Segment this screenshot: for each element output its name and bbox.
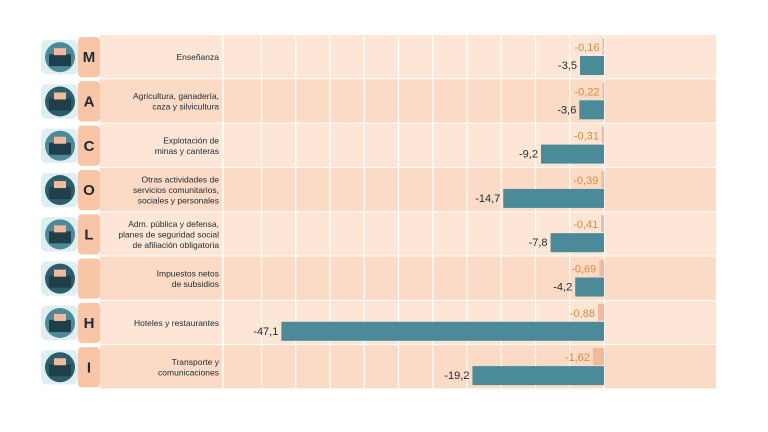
data-label-top: -0,39 xyxy=(573,175,598,187)
data-label-top: -0,88 xyxy=(570,308,595,320)
category-label: caza y silvicultura xyxy=(152,102,219,112)
sector-letter-box xyxy=(78,37,100,78)
chart-row: M Enseñanza -0,16 -3,5 xyxy=(41,37,604,78)
category-label: Transporte y xyxy=(172,357,220,367)
category-label: de afiliación obligatoria xyxy=(133,240,220,250)
data-label-bottom: -19,2 xyxy=(444,370,469,382)
bar-bottom xyxy=(575,277,604,297)
category-label: Explotación de xyxy=(163,136,219,146)
data-label-bottom: -3,5 xyxy=(558,60,577,72)
chart-rows: M Enseñanza -0,16 -3,5 A Agricultura, ganader… xyxy=(41,37,604,388)
sector-letter-box xyxy=(78,125,100,166)
category-label: Enseñanza xyxy=(176,52,219,62)
bar-bottom xyxy=(281,321,604,341)
data-label-bottom: -7,8 xyxy=(529,237,548,249)
farmer-icon xyxy=(41,84,78,119)
oil-pump-icon xyxy=(41,128,78,163)
hotel-icon xyxy=(41,305,78,341)
data-label-bottom: -14,7 xyxy=(475,193,500,205)
row-background xyxy=(100,79,716,123)
bar-top xyxy=(597,303,604,321)
sector-letter-box xyxy=(78,347,100,388)
sector-letter: O xyxy=(83,182,95,199)
data-label-bottom: -47,1 xyxy=(253,326,278,338)
row-background xyxy=(100,167,716,212)
bar-top xyxy=(602,82,604,100)
capitol-icon xyxy=(41,217,78,252)
category-label: Hoteles y restaurantes xyxy=(134,318,219,328)
bar-bottom xyxy=(503,188,604,208)
category-label: minas y canteras xyxy=(155,146,219,156)
sector-letter-box xyxy=(78,302,100,344)
category-label: de subsidios xyxy=(172,279,219,289)
chart-row: H Hoteles y restaurantes -0,88 -47,1 xyxy=(41,302,604,344)
row-background xyxy=(100,35,716,79)
sector-letter-box xyxy=(78,169,100,211)
data-label-top: -1,62 xyxy=(565,352,590,364)
data-label-bottom: -3,6 xyxy=(557,104,576,116)
category-label: sociales y personales xyxy=(138,196,219,206)
bar-top xyxy=(601,215,604,233)
bar-top xyxy=(601,170,604,188)
bar-bottom xyxy=(579,100,604,120)
row-background xyxy=(100,256,716,300)
sector-letter: I xyxy=(87,359,91,376)
community-services-icon xyxy=(41,172,78,208)
data-label-top: -0,22 xyxy=(574,86,599,98)
category-label: comunicaciones xyxy=(158,368,219,378)
sector-letter: H xyxy=(84,315,95,332)
data-label-top: -0,41 xyxy=(573,219,598,231)
data-label-top: -0,31 xyxy=(574,131,599,143)
bar-bottom xyxy=(580,56,604,75)
chart-row: A Agricultura, ganadería,caza y silvicult… xyxy=(41,81,604,122)
data-label-top: -0,69 xyxy=(571,264,596,276)
category-label: Agricultura, ganadería, xyxy=(133,91,219,101)
chart-row: L Adm. pública y defensa,planes de seguri… xyxy=(41,214,604,255)
category-label: Otras actividades de xyxy=(142,175,220,185)
bar-top xyxy=(602,38,604,55)
row-backgrounds xyxy=(100,35,716,389)
data-label-bottom: -9,2 xyxy=(519,149,538,161)
transport-icon xyxy=(41,350,78,385)
bar-bottom xyxy=(550,233,604,253)
sector-letter-box xyxy=(78,81,100,122)
sector-letter: L xyxy=(84,226,93,243)
category-label: Adm. pública y defensa, xyxy=(128,219,219,229)
category-label: Impuestos netos xyxy=(157,268,219,278)
school-icon xyxy=(41,40,78,75)
category-label: planes de seguridad social xyxy=(118,229,219,239)
tax-coins-icon xyxy=(41,261,78,296)
category-label: servicios comunitarios, xyxy=(133,185,219,195)
sector-letter: M xyxy=(83,49,96,66)
sector-letter-box xyxy=(78,214,100,255)
bar-top xyxy=(599,259,604,277)
bar-bottom xyxy=(472,366,604,386)
sector-letter: A xyxy=(84,93,95,110)
bar-top xyxy=(601,126,604,144)
data-label-bottom: -4,2 xyxy=(553,282,572,294)
row-background xyxy=(100,123,716,167)
sector-letter: C xyxy=(84,138,95,155)
bar-top xyxy=(592,348,604,366)
data-label-top: -0,16 xyxy=(574,42,599,54)
row-background xyxy=(100,345,716,389)
bar-bottom xyxy=(540,144,604,164)
row-background xyxy=(100,212,716,256)
sector-letter-box xyxy=(78,258,100,299)
